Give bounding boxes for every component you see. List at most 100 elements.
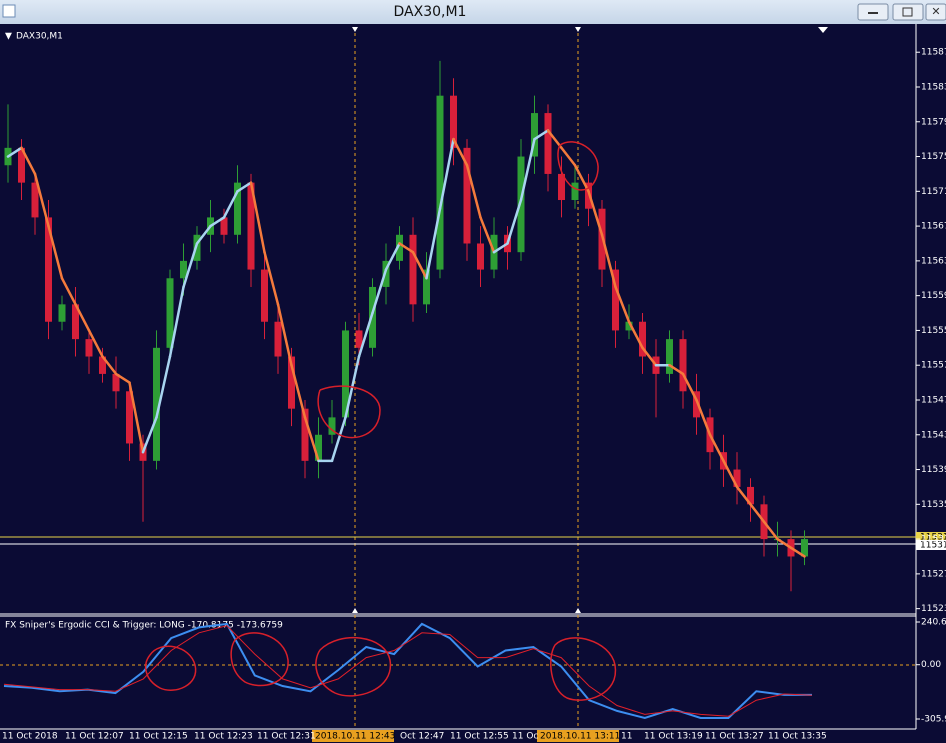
- y-tick-label: 11563: [921, 256, 946, 266]
- candle-body: [544, 113, 552, 174]
- candle-body: [409, 234, 417, 305]
- candle-body: [99, 356, 106, 374]
- candle-body: [315, 434, 322, 461]
- candle-body: [436, 95, 444, 270]
- ma-segment: [452, 137, 469, 167]
- ma-segment: [60, 277, 77, 306]
- candle-body: [261, 269, 268, 322]
- time-label: 11 Oct 13:27: [705, 732, 764, 742]
- time-label: 11 Oc: [512, 732, 538, 742]
- bid-box: [916, 540, 946, 550]
- ma-segment: [47, 224, 64, 280]
- candle-body: [153, 347, 160, 461]
- candle-body: [180, 260, 187, 279]
- ma-segment: [627, 320, 644, 350]
- ma-segment: [384, 242, 401, 271]
- ma-segment: [519, 137, 536, 202]
- time-axis: 11 Oct 2018 11 Oct 12:07 11 Oct 12:15 11…: [2, 730, 827, 742]
- ma-segment: [573, 163, 590, 193]
- time-label: 11 Oct 12:15: [129, 732, 188, 742]
- bid-label: 11531: [920, 541, 946, 551]
- ma-segment: [236, 181, 253, 193]
- ma-segment: [749, 503, 766, 523]
- ma-segment: [155, 355, 172, 419]
- candle-body: [328, 417, 336, 435]
- candle-body: [342, 330, 349, 418]
- ma-segment: [533, 129, 550, 141]
- maximize-button[interactable]: [892, 3, 924, 21]
- ma-segment: [762, 520, 779, 541]
- candle-body: [801, 539, 808, 557]
- candle-body: [396, 234, 403, 261]
- osc-tick-label: -305.9: [921, 715, 946, 725]
- candle-body: [571, 182, 579, 201]
- ma-segment: [411, 250, 428, 280]
- ma-segment: [128, 381, 145, 454]
- chart-label: DAX30,M1: [16, 32, 63, 42]
- y-tick-label: 11531: [921, 535, 946, 545]
- candle-body: [58, 304, 66, 322]
- ma-segment: [168, 285, 185, 358]
- chart-symbol: ▼: [5, 32, 12, 42]
- candle-body: [463, 147, 471, 244]
- ma-segment: [195, 224, 212, 245]
- ask-box: [916, 532, 946, 542]
- candle-body: [639, 321, 646, 357]
- osc-tick-label: 240.6: [921, 618, 946, 628]
- ma-segment: [249, 181, 266, 254]
- ma-segment: [6, 146, 23, 158]
- ma-segment: [614, 285, 631, 323]
- ma-segment: [695, 398, 712, 437]
- time-highlight: [537, 730, 619, 742]
- osc-line: [3, 622, 812, 720]
- annotation-circle: [315, 636, 391, 697]
- ma-segment: [303, 416, 320, 463]
- y-tick-label: 11587: [921, 48, 946, 58]
- y-tick-label: 11535: [921, 500, 946, 510]
- annotation-circle: [557, 141, 599, 191]
- y-tick-label: 11579: [921, 117, 946, 127]
- candle-body: [585, 182, 592, 209]
- close-button[interactable]: [925, 3, 946, 21]
- candle-body: [558, 173, 565, 201]
- ma-segment: [33, 172, 50, 228]
- candle-body: [112, 373, 120, 392]
- candle-body: [18, 147, 25, 183]
- candle-body: [72, 304, 79, 340]
- osc-line: [3, 625, 813, 717]
- candle-body: [666, 339, 673, 374]
- candle-body: [234, 182, 241, 235]
- ma-segment: [263, 250, 280, 306]
- time-label: 11 Oct 12:55: [450, 732, 509, 742]
- ask-label: 11531: [920, 533, 946, 543]
- ma-segment: [276, 303, 293, 367]
- time-label: 11 Oct 12:23: [194, 732, 253, 742]
- ma-segment: [222, 190, 239, 219]
- candle-body: [247, 182, 255, 270]
- ma-segment: [74, 303, 91, 332]
- y-tick-label: 11543: [921, 430, 946, 440]
- ma-segment: [330, 416, 347, 463]
- candle-body: [733, 469, 741, 487]
- candle-body: [274, 321, 282, 357]
- ma-segment: [789, 546, 806, 558]
- y-tick-label: 11583: [921, 82, 946, 92]
- candle-body: [166, 278, 174, 348]
- candle-body: [423, 269, 430, 305]
- candle-body: [85, 339, 93, 357]
- ma-segment: [438, 137, 455, 210]
- time-label: 2018.10.11 12:43: [315, 732, 395, 742]
- ma-segment: [722, 459, 739, 489]
- chart-area: [0, 24, 946, 743]
- ma-segment: [114, 372, 131, 384]
- candle-body: [193, 234, 201, 261]
- candle-body: [679, 339, 687, 392]
- candle-body: [31, 182, 39, 218]
- y-tick-label: 11527: [921, 569, 946, 579]
- ma-segment: [492, 242, 509, 254]
- indicator-label: FX Sniper's Ergodic CCI & Trigger: LONG …: [5, 621, 283, 631]
- close-icon: ✕: [931, 5, 940, 18]
- candle-body: [612, 269, 619, 331]
